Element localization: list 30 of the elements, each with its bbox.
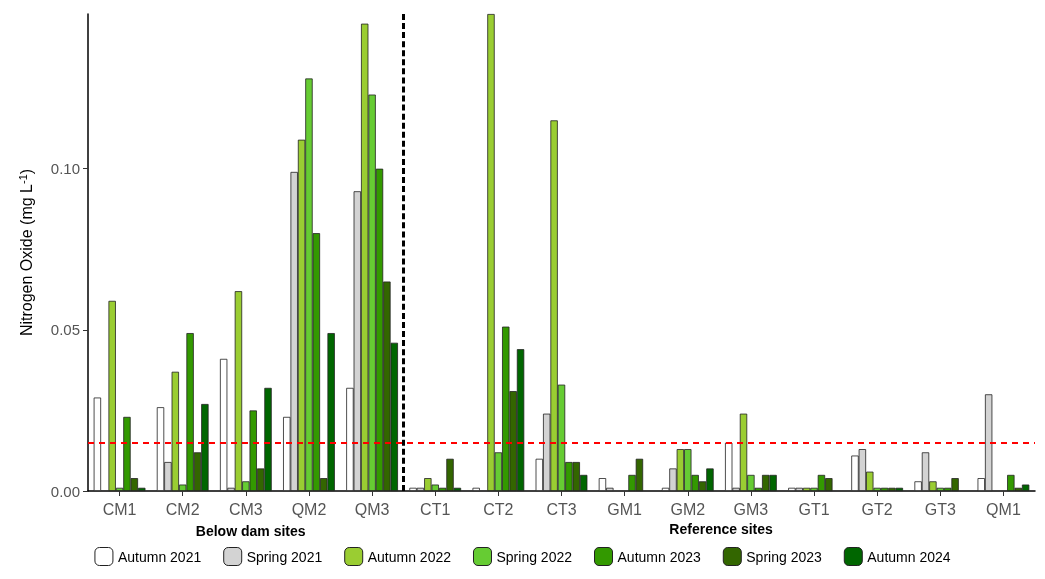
x-tick-label: CT2 [483,500,514,518]
x-tick-label: CT1 [420,500,451,518]
text: Reference sites [669,521,774,537]
bar [472,487,480,491]
legend-label: Spring 2023 [746,548,822,565]
x-tick-label: QM2 [291,500,327,518]
x-tick-label: QM1 [986,500,1021,518]
y-tick-label: 0.00 [50,482,80,500]
x-tick-label: CT3 [546,500,577,518]
x-tick-label: CM3 [228,500,263,518]
legend-label: Spring 2021 [246,548,323,565]
legend-label: Autumn 2024 [867,548,951,565]
y-axis-title: Nitrogen Oxide (mg L-1) [16,168,35,337]
x-tick-label: GT3 [924,500,956,518]
legend-label: Autumn 2022 [367,548,452,565]
x-tick-label: CM2 [165,500,200,518]
x-tick-label: GT1 [798,500,830,518]
bar [93,397,102,491]
x-tick-label: QM3 [354,500,390,518]
x-tick-label: GT2 [861,500,893,518]
x-tick-label: GM3 [733,500,769,518]
x-tick-label: GM1 [607,500,643,518]
legend-label: Autumn 2021 [117,548,202,565]
x-tick-label: GM2 [670,500,706,518]
legend-label: Autumn 2023 [617,548,701,565]
y-tick-label: 0.10 [50,160,80,178]
legend-label: Spring 2022 [496,548,573,565]
y-tick-label: 0.05 [50,321,80,339]
x-tick-label: CM1 [102,500,137,518]
text: Below dam sites [195,523,306,539]
